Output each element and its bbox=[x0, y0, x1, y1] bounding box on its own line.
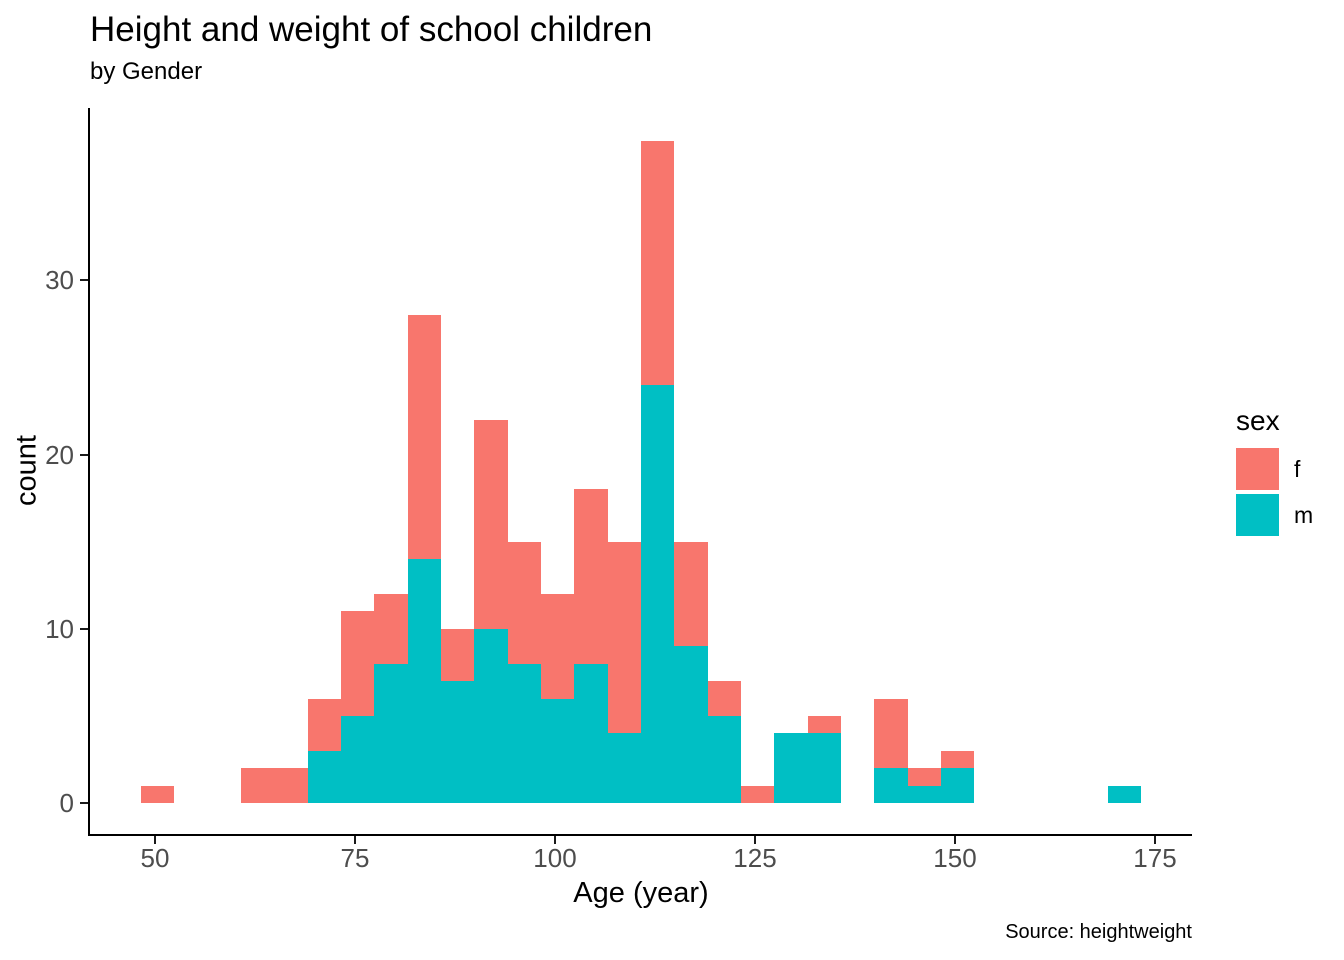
bar-segment-f bbox=[507, 541, 541, 664]
x-tick-label: 100 bbox=[533, 843, 577, 873]
x-tick-mark bbox=[754, 836, 756, 844]
y-tick-mark bbox=[80, 279, 88, 282]
bar-segment-f bbox=[374, 594, 408, 664]
y-tick-label: 10 bbox=[45, 613, 74, 644]
x-tick-label: 50 bbox=[140, 843, 170, 873]
x-axis-line bbox=[88, 834, 1192, 836]
x-tick-mark bbox=[954, 836, 956, 844]
bar-segment-f bbox=[674, 541, 708, 647]
y-tick-mark bbox=[80, 627, 88, 630]
y-tick-label: 20 bbox=[45, 439, 74, 470]
bar-segment-m bbox=[641, 384, 675, 803]
bar-segment-f bbox=[907, 768, 941, 786]
y-tick-mark bbox=[80, 453, 88, 456]
legend-label-f: f bbox=[1294, 456, 1301, 482]
y-tick-mark bbox=[80, 802, 88, 804]
bar-segment-m bbox=[541, 698, 575, 803]
legend-label-m: m bbox=[1294, 502, 1314, 528]
bar-segment-m bbox=[474, 628, 508, 803]
bar-segment-m bbox=[941, 768, 975, 803]
bar-segment-f bbox=[574, 489, 608, 664]
bar-segment-f bbox=[807, 715, 841, 734]
bar-segment-f bbox=[441, 628, 475, 682]
legend-title: sex bbox=[1236, 405, 1280, 436]
bar-segment-m bbox=[574, 663, 608, 803]
bar-segment-f bbox=[707, 681, 741, 716]
chart-title: Height and weight of school children bbox=[90, 10, 653, 49]
x-axis-title: Age (year) bbox=[573, 877, 709, 909]
legend-swatch-f bbox=[1236, 448, 1279, 490]
bar-segment-m bbox=[807, 733, 841, 803]
bar-segment-m bbox=[674, 646, 708, 803]
x-tick-label: 75 bbox=[340, 843, 370, 873]
bar-segment-m bbox=[307, 750, 341, 803]
bar-segment-f bbox=[274, 768, 308, 803]
bar-segment-m bbox=[907, 785, 941, 803]
x-tick-label: 125 bbox=[733, 843, 777, 873]
bar-segment-f bbox=[474, 419, 508, 629]
x-tick-mark bbox=[554, 836, 556, 844]
bar-segment-f bbox=[641, 141, 675, 385]
bar-segment-m bbox=[707, 715, 741, 803]
chart-subtitle: by Gender bbox=[90, 58, 203, 85]
bar-segment-m bbox=[507, 663, 541, 803]
bar-segment-f bbox=[307, 698, 341, 751]
bar-segment-m bbox=[441, 681, 475, 803]
x-tick-mark bbox=[1154, 836, 1156, 844]
bar-segment-f bbox=[241, 768, 275, 803]
bar-segment-m bbox=[774, 733, 808, 803]
bar-segment-f bbox=[741, 785, 775, 803]
bar-segment-f bbox=[341, 611, 375, 716]
bar-segment-m bbox=[1107, 785, 1141, 803]
bar-segment-f bbox=[941, 750, 975, 769]
x-tick-label: 175 bbox=[1133, 843, 1177, 873]
x-tick-mark bbox=[154, 836, 156, 844]
bar-segment-m bbox=[874, 768, 908, 803]
y-tick-label: 0 bbox=[59, 788, 74, 818]
x-tick-mark bbox=[354, 836, 356, 844]
source-caption: Source: heightweight bbox=[1005, 921, 1192, 943]
bar-segment-f bbox=[874, 698, 908, 769]
bar-segment-f bbox=[607, 541, 641, 734]
y-tick-label: 30 bbox=[45, 265, 74, 296]
bar-segment-m bbox=[607, 733, 641, 803]
legend-swatch-m bbox=[1236, 494, 1279, 536]
bar-segment-f bbox=[141, 785, 175, 803]
bar-segment-f bbox=[407, 315, 441, 560]
bar-segment-m bbox=[341, 715, 375, 803]
bar-segment-m bbox=[374, 663, 408, 803]
y-axis-line bbox=[88, 108, 90, 836]
bar-segment-m bbox=[407, 559, 441, 803]
x-tick-label: 150 bbox=[933, 843, 977, 873]
bar-segment-f bbox=[541, 594, 575, 699]
